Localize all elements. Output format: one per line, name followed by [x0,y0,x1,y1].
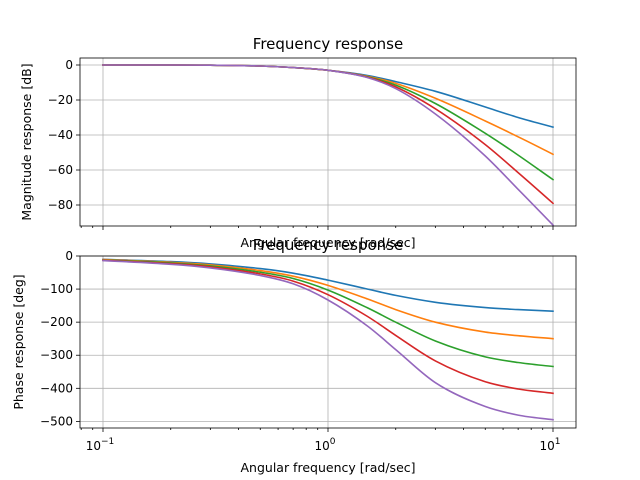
magnitude-y-tick-label: −60 [48,163,73,177]
phase-y-tick-label: −100 [40,282,73,296]
phase-x-ticks: 10−1 100 101 [80,428,561,453]
phase-series-line-3 [102,259,554,368]
phase-x-tick-label: 100 [314,437,335,453]
phase-y-tick-label: −200 [40,315,73,329]
magnitude-y-tick-label: −80 [48,198,73,212]
phase-y-axis-label: Phase response [deg] [11,274,26,409]
phase-series-line-2 [102,258,554,340]
phase-y-tick-label: −300 [40,348,73,362]
phase-series-line-5 [102,259,554,421]
phase-lines [102,258,554,421]
phase-grid [80,255,576,428]
magnitude-lines [102,64,555,227]
phase-y-tick-label: 0 [65,249,73,263]
magnitude-y-tick-label: −40 [48,128,73,142]
phase-y-tick-label: −400 [40,381,73,395]
magnitude-grid [80,58,576,226]
magnitude-title: Frequency response [253,35,403,53]
phase-subplot: 10−1 100 101 0 −100 −200 −300 −400 −500 Frequen… [11,236,577,475]
phase-y-ticks: 0 −100 −200 −300 −400 −500 [40,249,80,428]
phase-series-line-4 [102,259,554,395]
phase-title: Frequency response [253,236,403,254]
magnitude-y-ticks: 0 −20 −40 −60 −80 [48,58,80,212]
magnitude-subplot: 0 −20 −40 −60 −80 Frequency response Angular… [19,35,577,250]
magnitude-y-tick-label: 0 [65,58,73,72]
magnitude-y-tick-label: −20 [48,93,73,107]
phase-x-tick-label: 10−1 [86,437,115,453]
magnitude-y-axis-label: Magnitude response [dB] [19,63,34,220]
magnitude-x-ticks [80,226,554,230]
phase-x-tick-label: 101 [539,437,560,453]
magnitude-x-axis-label: Angular frequency [rad/sec] [240,235,415,250]
phase-series-line-1 [102,258,554,313]
phase-y-tick-label: −500 [40,414,73,428]
phase-x-axis-label: Angular frequency [rad/sec] [240,460,415,475]
magnitude-series-line-5 [102,64,555,227]
